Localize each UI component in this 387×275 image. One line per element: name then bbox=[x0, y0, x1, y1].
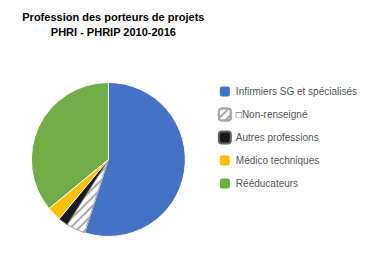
svg-text:Autres professions: Autres professions bbox=[236, 132, 319, 143]
svg-text:Profession des porteurs de pro: Profession des porteurs de projets bbox=[22, 11, 204, 23]
svg-text:Médico techniques: Médico techniques bbox=[236, 155, 319, 166]
svg-text:PHRI - PHRIP 2010-2016: PHRI - PHRIP 2010-2016 bbox=[51, 26, 176, 38]
svg-text:Rééducateurs: Rééducateurs bbox=[236, 178, 298, 189]
svg-text:□Non-renseigné: □Non-renseigné bbox=[236, 109, 308, 120]
svg-text:Infirmiers SG et spécialisés: Infirmiers SG et spécialisés bbox=[236, 86, 357, 97]
